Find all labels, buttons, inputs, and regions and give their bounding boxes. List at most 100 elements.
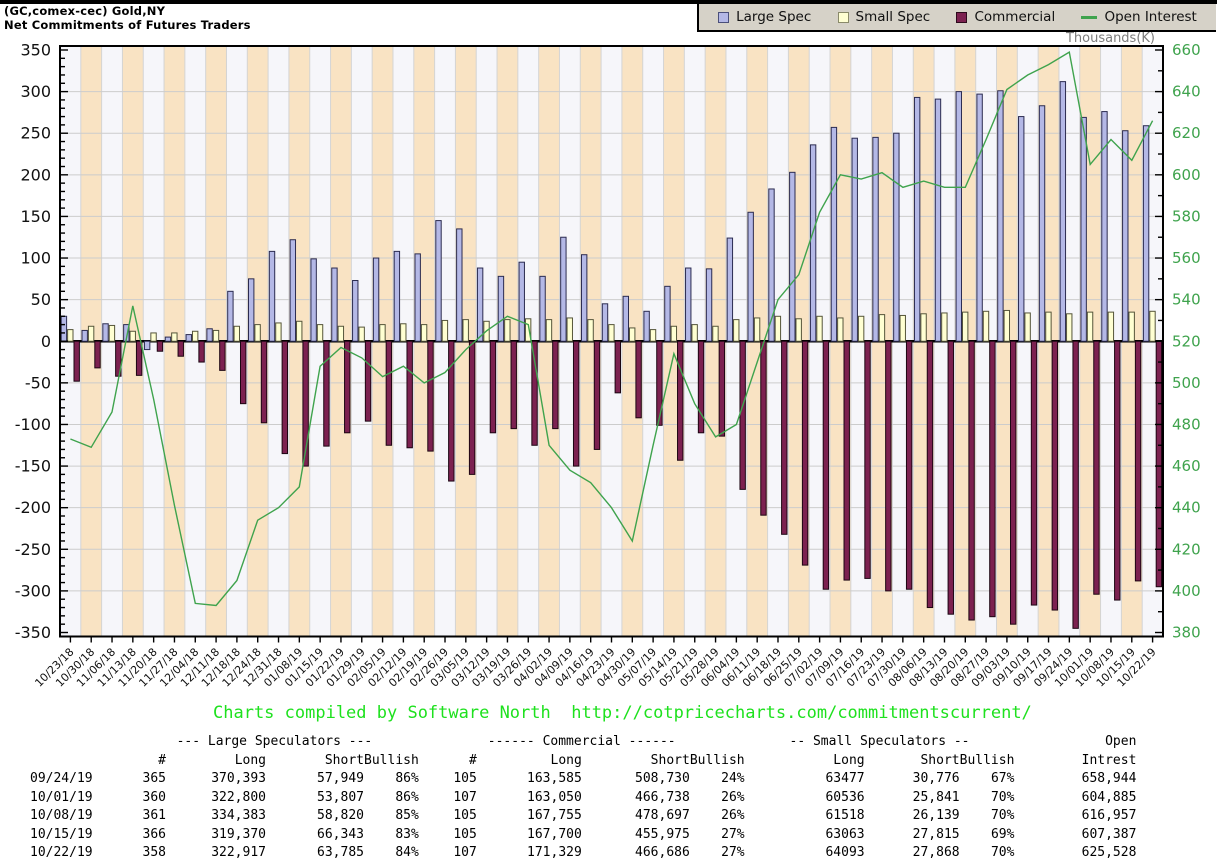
value-cell: 334,383 xyxy=(211,808,266,823)
svg-text:620: 620 xyxy=(1172,124,1201,142)
right-axis-unit-label: Thousands(K) xyxy=(1065,31,1155,46)
value-cell: 26,139 xyxy=(912,808,960,823)
right-axis: 660 640 620 600 580 560 540 520 500 480 460 440 420 4… xyxy=(1155,41,1201,642)
svg-text:560: 560 xyxy=(1172,249,1201,267)
svg-text:100: 100 xyxy=(20,249,51,268)
value-cell: 607,387 xyxy=(1081,826,1137,842)
svg-text:600: 600 xyxy=(1172,166,1201,184)
value-cell: 163,585 xyxy=(527,771,582,786)
value-cell: 27% xyxy=(721,826,745,842)
bars-large-spec xyxy=(60,81,1150,351)
svg-text:440: 440 xyxy=(1172,499,1201,517)
column-header-cell: Bullish xyxy=(364,752,419,768)
svg-text:420: 420 xyxy=(1172,540,1201,558)
value-cell: 361 xyxy=(142,808,166,823)
column-header-cell xyxy=(30,752,130,771)
column-header-cell: Long xyxy=(234,752,266,768)
date-cell: 10/01/19 xyxy=(30,789,93,805)
legend-item-open-interest: Open Interest xyxy=(1081,9,1197,25)
legend-label: Commercial xyxy=(974,9,1056,25)
legend-label: Large Spec xyxy=(736,9,812,25)
open-interest-line xyxy=(70,50,1154,607)
left-axis: 350 300 250 200 150 100 50 0 -50 -100 -150 -200 -250… xyxy=(15,41,68,642)
value-cell: 26% xyxy=(721,808,745,823)
value-cell: 70% xyxy=(990,845,1015,860)
value-cell: 360 xyxy=(142,789,166,805)
table-column-header-row: # Long Short Bullish # Long Short Bullish Long Sh… xyxy=(30,752,1136,771)
value-cell: 478,697 xyxy=(635,808,690,823)
svg-text:-350: -350 xyxy=(15,623,51,642)
svg-text:-100: -100 xyxy=(15,415,51,434)
value-cell: 658,944 xyxy=(1081,771,1137,786)
value-cell: 60536 xyxy=(825,789,865,805)
column-header-cell: Intrest xyxy=(1081,752,1137,768)
value-cell: 366 xyxy=(142,826,166,842)
value-cell: 30,776 xyxy=(912,771,960,786)
svg-text:520: 520 xyxy=(1172,332,1201,350)
x-axis: 10/23/1810/30/1811/06/1811/13/1811/20/18… xyxy=(32,636,1159,690)
value-cell: 61518 xyxy=(825,808,865,823)
value-cell: 604,885 xyxy=(1081,789,1137,805)
value-cell: 63,785 xyxy=(317,845,364,860)
group-header-cell: -- Small Speculators -- xyxy=(789,734,970,749)
value-cell: 84% xyxy=(395,845,419,860)
svg-text:580: 580 xyxy=(1172,207,1201,225)
table-row: 10/01/19 360 322,800 53,807 86% 107 163,050 466… xyxy=(30,789,1136,808)
value-cell: 27% xyxy=(721,845,745,860)
value-cell: 66,343 xyxy=(317,826,364,842)
value-cell: 107 xyxy=(453,845,477,860)
value-cell: 25,841 xyxy=(912,789,960,805)
value-cell: 63063 xyxy=(825,826,865,842)
value-cell: 86% xyxy=(395,771,419,786)
date-cell: 10/15/19 xyxy=(30,826,93,842)
svg-text:480: 480 xyxy=(1172,415,1201,433)
date-cell: 10/08/19 xyxy=(30,808,93,823)
value-cell: 625,528 xyxy=(1081,845,1137,860)
legend-box-swatch xyxy=(718,11,730,23)
table-row: 10/15/19 366 319,370 66,343 83% 105 167,700 455… xyxy=(30,826,1136,845)
value-cell: 58,820 xyxy=(317,808,364,823)
column-header-cell: Long xyxy=(550,752,582,768)
column-header-cell: Long xyxy=(833,752,865,768)
svg-text:460: 460 xyxy=(1172,457,1201,475)
legend-item-small-spec: Small Spec xyxy=(837,9,930,25)
value-cell: 370,393 xyxy=(211,771,266,786)
column-header-cell: Short xyxy=(920,752,960,768)
value-cell: 64093 xyxy=(825,845,865,860)
value-cell: 508,730 xyxy=(635,771,690,786)
value-cell: 69% xyxy=(990,826,1015,842)
legend-box-swatch xyxy=(956,11,968,23)
svg-text:-300: -300 xyxy=(15,581,51,600)
bars-small-spec xyxy=(67,309,1156,342)
value-cell: 163,050 xyxy=(527,789,582,805)
value-cell: 167,700 xyxy=(527,826,582,842)
column-header-cell: Bullish xyxy=(689,752,745,768)
svg-text:50: 50 xyxy=(31,290,51,309)
svg-text:200: 200 xyxy=(20,165,51,184)
group-header-cell: Open xyxy=(1105,734,1137,749)
svg-text:-250: -250 xyxy=(15,540,51,559)
value-cell: 167,755 xyxy=(527,808,582,823)
svg-text:350: 350 xyxy=(20,41,51,60)
value-cell: 85% xyxy=(395,808,419,823)
group-header-cell: --- Large Speculators --- xyxy=(176,734,373,749)
legend-item-large-spec: Large Spec xyxy=(718,9,811,25)
value-cell: 171,329 xyxy=(527,845,582,860)
svg-text:640: 640 xyxy=(1172,83,1201,101)
value-cell: 319,370 xyxy=(211,826,266,842)
value-cell: 358 xyxy=(142,845,166,860)
table-row: 10/22/19 358 322,917 63,785 84% 107 171,329 466… xyxy=(30,844,1136,863)
title-line-1: (GC,comex-cec) Gold,NY xyxy=(4,4,166,18)
column-header-cell: # xyxy=(158,752,166,768)
column-header-cell: # xyxy=(468,752,477,768)
date-cell: 09/24/19 xyxy=(30,771,93,786)
title-line-2: Net Commitments of Futures Traders xyxy=(4,18,251,32)
value-cell: 67% xyxy=(990,771,1015,786)
value-cell: 26% xyxy=(721,789,745,805)
value-cell: 466,738 xyxy=(635,789,690,805)
value-cell: 70% xyxy=(990,789,1015,805)
top-border xyxy=(0,0,1217,4)
svg-text:660: 660 xyxy=(1172,41,1201,59)
table-row: 10/08/19 361 334,383 58,820 85% 105 167,755 478… xyxy=(30,807,1136,826)
value-cell: 365 xyxy=(142,771,166,786)
